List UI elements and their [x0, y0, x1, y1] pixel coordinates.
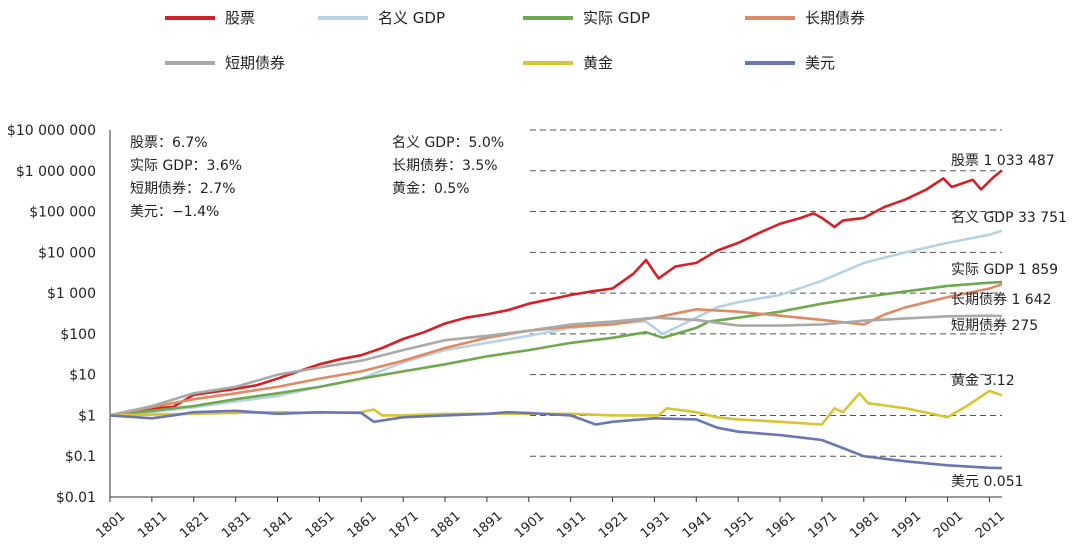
stat-line: 股票：6.7%: [130, 135, 208, 151]
end-labels: 股票 1 033 487 名义 GDP 33 751 实际 GDP 1 859 长期债…: [951, 153, 1067, 490]
stat-line: 长期债券：3.5%: [392, 158, 498, 174]
series-line-6: [109, 409, 1003, 470]
stat-line: 名义 GDP：5.0%: [392, 135, 504, 151]
x-tick-label: 2001: [931, 509, 966, 542]
series-end-label: 黄金 3.12: [951, 372, 1015, 389]
x-tick-labels: 1801 1811 1821 1831 1841 1851 1861 1871 1881 1891…: [93, 497, 1008, 542]
y-tick-label: $1 000 000: [16, 164, 96, 180]
series-end-label: 名义 GDP 33 751: [951, 210, 1067, 226]
y-tick-label: $10 000: [38, 245, 96, 261]
series-line-0: [109, 169, 1003, 417]
y-tick-label: $1: [78, 408, 96, 424]
legend-item: 股票: [165, 9, 255, 27]
axes: [109, 130, 1002, 498]
legend-item: 美元: [745, 54, 835, 72]
series-line-4: [109, 314, 1003, 417]
legend-label: 美元: [805, 54, 835, 72]
stat-line: 短期债券：2.7%: [130, 181, 236, 197]
series-line-3: [109, 283, 1003, 417]
y-tick-label: $0.01: [56, 490, 96, 506]
x-tick-label: 1951: [722, 509, 757, 542]
y-tick-labels: $10 000 000 $1 000 000 $100 000 $10 000 $1 0…: [7, 123, 96, 506]
y-tick-label: $0.1: [65, 449, 96, 465]
series-line-2: [109, 280, 1003, 417]
legend-item: 短期债券: [165, 54, 285, 72]
stat-line: 实际 GDP：3.6%: [130, 158, 242, 174]
x-tick-label: 1911: [554, 509, 589, 542]
y-tick-label: $100: [60, 327, 96, 343]
x-tick-label: 1961: [764, 509, 799, 542]
y-tick-label: $10: [69, 368, 96, 384]
x-tick-label: 1991: [889, 509, 924, 542]
x-tick-label: 2011: [973, 509, 1008, 542]
x-tick-label: 1981: [847, 509, 882, 542]
series-line-5: [109, 389, 1003, 426]
x-tick-label: 1891: [470, 509, 505, 542]
gridlines: [530, 129, 1002, 457]
stat-line: 美元：−1.4%: [130, 204, 219, 220]
series-end-label: 实际 GDP 1 859: [951, 262, 1058, 278]
y-tick-label: $10 000 000: [7, 123, 96, 139]
stat-line: 黄金：0.5%: [392, 180, 470, 197]
y-tick-label: $1 000: [47, 286, 96, 302]
x-tick-label: 1971: [805, 509, 840, 542]
legend-label: 股票: [225, 9, 255, 27]
x-tick-label: 1831: [219, 509, 254, 542]
legend-item: 实际 GDP: [523, 9, 650, 27]
legend-label: 短期债券: [225, 54, 285, 72]
legend-label: 长期债券: [805, 9, 865, 27]
legend-label: 黄金: [583, 54, 613, 72]
x-tick-label: 1921: [596, 509, 631, 542]
x-tick-label: 1811: [135, 509, 170, 542]
stats-annotations: 股票：6.7% 实际 GDP：3.6% 短期债券：2.7% 美元：−1.4% 名义 GD…: [130, 135, 504, 220]
x-tick-label: 1931: [638, 509, 673, 542]
x-tick-label: 1941: [680, 509, 715, 542]
series-end-label: 股票 1 033 487: [951, 153, 1055, 169]
legend-item: 长期债券: [745, 9, 865, 27]
legend-label: 实际 GDP: [583, 9, 650, 27]
series-lines: [109, 169, 1003, 470]
legend-item: 黄金: [523, 54, 613, 72]
x-tick-label: 1871: [387, 509, 422, 542]
x-tick-label: 1851: [303, 509, 338, 542]
x-tick-label: 1821: [177, 509, 212, 542]
series-end-label: 短期债券 275: [951, 318, 1038, 334]
y-tick-label: $100 000: [29, 205, 96, 221]
legend-label: 名义 GDP: [378, 9, 445, 27]
x-tick-label: 1841: [261, 509, 296, 542]
x-tick-label: 1901: [512, 509, 547, 542]
x-tick-label: 1861: [345, 509, 380, 542]
x-tick-label: 1881: [428, 509, 463, 542]
legend-item: 名义 GDP: [318, 9, 445, 27]
series-end-label: 长期债券 1 642: [951, 292, 1052, 308]
x-tick-label: 1801: [93, 509, 128, 542]
series-end-label: 美元 0.051: [951, 474, 1024, 490]
